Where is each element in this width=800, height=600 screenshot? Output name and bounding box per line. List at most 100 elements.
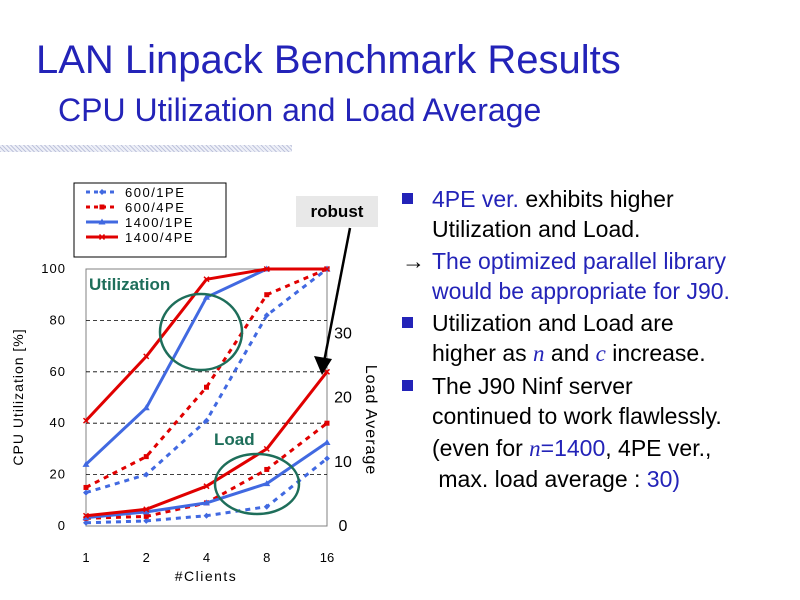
plot-area [85, 268, 328, 527]
slide-title: LAN Linpack Benchmark Results [36, 38, 621, 82]
annotation-load: Load [214, 430, 255, 449]
data-point [83, 484, 89, 490]
data-point [263, 312, 270, 319]
bullet-max-line2: max. load average : [438, 466, 647, 492]
bullet-ul-mid: and [544, 340, 596, 366]
data-point [99, 189, 105, 195]
bullet-4pe-text: exhibits higher [518, 186, 674, 212]
legend-label: 600/1PE [125, 185, 185, 200]
title-divider [0, 145, 292, 152]
x-tick-label: 1 [82, 550, 89, 565]
data-point [323, 265, 331, 273]
data-point [142, 404, 150, 411]
data-point [99, 204, 105, 210]
data-point [203, 276, 210, 283]
data-point [142, 508, 150, 515]
data-point [98, 233, 106, 241]
bullet-max-close: ) [672, 466, 681, 492]
data-point [143, 513, 149, 519]
y2-tick-label: 20 [334, 390, 352, 407]
y-tick-label: 20 [50, 467, 66, 482]
data-point [203, 499, 210, 506]
bullet-utilization-load: Utilization and Load are higher as n and… [396, 308, 796, 369]
bullet-ul-line1: Utilization and Load are [432, 310, 674, 336]
data-point [82, 460, 90, 467]
bullet-square-icon [402, 380, 413, 391]
data-point [263, 445, 270, 452]
x-tick-label: 8 [263, 550, 270, 565]
data-point [83, 489, 89, 496]
annotation-utilization: Utilization [89, 275, 170, 294]
bullet-max-value: 30 [646, 466, 673, 492]
var-n: n [533, 341, 545, 366]
data-point [143, 506, 150, 513]
bullet-4pe-highlight: 4PE ver. [432, 186, 519, 212]
data-point [264, 466, 270, 472]
data-point [203, 417, 210, 424]
data-point [82, 512, 90, 519]
bullet-square-icon [402, 193, 413, 204]
y2-tick-label: 0 [339, 518, 348, 535]
data-point [324, 455, 330, 462]
y2-axis-label: Load Average [362, 365, 379, 475]
robust-arrow-line [322, 227, 352, 363]
data-point [324, 420, 330, 426]
x-tick-label: 16 [320, 550, 334, 565]
x-axis-label: #Clients [175, 568, 238, 584]
y2-tick-label: 10 [334, 454, 352, 471]
bullet-ninf-server: The J90 Ninf server continued to work fl… [396, 371, 796, 431]
y-tick-label: 100 [41, 261, 66, 276]
x-tick-label: 4 [203, 550, 210, 565]
data-point [82, 417, 90, 424]
series-line [85, 267, 328, 489]
bullet-max-mid: , 4PE ver., [605, 435, 712, 461]
bullet-4pe: 4PE ver. exhibits higher Utilization and… [396, 184, 796, 244]
data-point [263, 503, 270, 510]
data-point [83, 519, 89, 526]
utilization-highlight-circle [158, 292, 244, 372]
var-n: n [529, 436, 541, 461]
bullet-ninf-line2: continued to work flawlessly. [432, 403, 722, 429]
data-point [82, 514, 90, 521]
bullet-optimized: → The optimized parallel library would b… [396, 246, 796, 306]
slide-subtitle: CPU Utilization and Load Average [58, 92, 542, 128]
bullet-ul-pre: higher as [432, 340, 534, 366]
y-tick-label: 0 [58, 518, 66, 533]
y-axis-label: CPU Utilization [%] [10, 328, 26, 465]
y-tick-label: 80 [50, 312, 66, 327]
bullet-optimized-line1: The optimized parallel library [432, 248, 727, 274]
utilization-load-chart: 0 20 40 60 80 100 0 10 20 30 1 2 4 8 16 #Clients CPU Uti… [10, 182, 379, 584]
robust-arrowhead-icon [314, 356, 332, 375]
bullet-optimized-line2: would be appropriate for J90. [432, 278, 730, 304]
legend-label: 600/4PE [125, 200, 185, 215]
bullet-ul-post: increase. [605, 340, 706, 366]
legend-label: 1400/4PE [125, 230, 194, 245]
data-point [203, 512, 210, 519]
y2-tick-label: 30 [334, 325, 352, 342]
bullet-4pe-line2: Utilization and Load. [432, 216, 641, 242]
bullet-square-icon [402, 317, 413, 328]
legend-label: 1400/1PE [125, 215, 194, 230]
data-point [264, 292, 270, 298]
bullet-ninf-line1: The J90 Ninf server [432, 373, 633, 399]
data-point [263, 265, 270, 273]
bullet-max-eq: =1400 [540, 435, 606, 461]
data-point [143, 471, 150, 478]
data-point [143, 353, 150, 360]
var-c: c [595, 341, 606, 366]
data-point [323, 368, 331, 375]
data-point [143, 454, 149, 460]
data-point [323, 438, 331, 445]
data-point [98, 218, 106, 225]
bullet-list: 4PE ver. exhibits higher Utilization and… [396, 184, 796, 496]
y-tick-label: 40 [50, 415, 66, 430]
robust-label-box [296, 196, 378, 227]
load-highlight-circle [213, 452, 301, 516]
right-arrow-icon: → [402, 248, 425, 274]
y-tick-label: 60 [50, 364, 66, 379]
data-point [203, 293, 210, 300]
bullet-max-pre: (even for [432, 435, 530, 461]
data-point [204, 384, 209, 390]
annotation-robust: robust [311, 202, 364, 221]
data-point [203, 483, 210, 490]
